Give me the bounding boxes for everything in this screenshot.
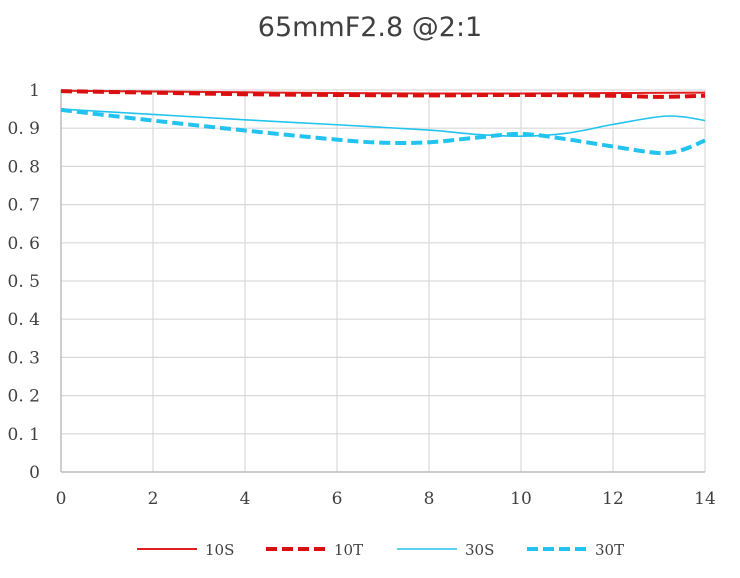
y-tick-label: 1 [29, 81, 40, 101]
y-tick-label: 0. 6 [8, 234, 40, 254]
x-tick-label: 10 [510, 489, 532, 509]
x-tick-label: 12 [602, 489, 624, 509]
x-tick-label: 2 [148, 489, 159, 509]
legend-label-10s: 10S [205, 541, 234, 559]
y-tick-label: 0. 5 [8, 272, 40, 292]
legend-label-30s: 30S [465, 541, 494, 559]
y-tick-label: 0. 2 [8, 387, 40, 407]
y-tick-label: 0. 3 [8, 348, 40, 368]
y-tick-label: 0. 9 [8, 119, 40, 139]
chart-title: 65mmF2.8 @2:1 [257, 12, 483, 43]
x-tick-label: 0 [56, 489, 67, 509]
y-tick-label: 0. 1 [8, 425, 40, 445]
series-line-10t [60, 89, 706, 99]
x-tick-label: 6 [332, 489, 343, 509]
y-tick-label: 0. 4 [8, 310, 40, 330]
x-tick-label: 14 [694, 489, 716, 509]
y-tick-label: 0. 8 [8, 157, 40, 177]
series-line-30t [60, 107, 706, 156]
y-tick-label: 0 [29, 463, 40, 483]
legend-label-10t: 10T [334, 541, 363, 559]
x-tick-label: 4 [240, 489, 251, 509]
x-tick-label: 8 [424, 489, 435, 509]
legend-label-30t: 30T [595, 541, 624, 559]
series-line-30s [60, 108, 706, 138]
y-tick-label: 0. 7 [8, 196, 40, 216]
